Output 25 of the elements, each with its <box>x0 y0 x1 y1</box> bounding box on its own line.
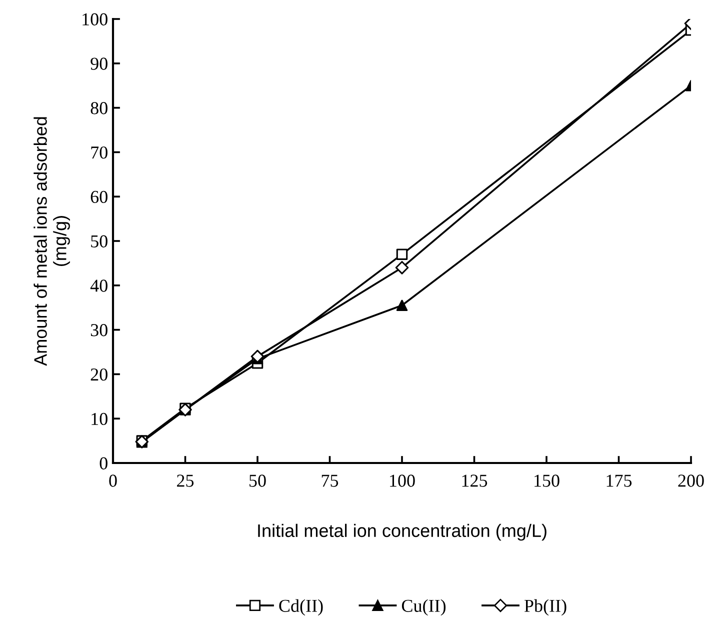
y-tick-label: 20 <box>90 368 108 381</box>
x-tick-label: 25 <box>177 474 194 487</box>
y-tick-label: 0 <box>100 457 108 470</box>
y-tick-label: 60 <box>90 190 108 204</box>
x-tick-label: 50 <box>250 474 266 487</box>
x-tick-label: 200 <box>678 474 704 487</box>
legend-label: Cd(II) <box>279 599 323 616</box>
x-tick-label: 75 <box>322 474 338 487</box>
y-tick-label: 50 <box>91 235 108 248</box>
y-tick-label: 10 <box>92 412 108 426</box>
x-tick-label: 175 <box>606 474 632 487</box>
x-axis-title: Initial metal ion concentration (mg/L) <box>258 524 546 541</box>
y-tick-label: 90 <box>90 58 108 70</box>
y-tick-label: 30 <box>90 324 108 336</box>
y-tick-label: 40 <box>90 280 108 292</box>
x-tick-label: 0 <box>109 474 117 487</box>
x-tick-label: 125 <box>462 474 488 487</box>
legend-label: Pb(II) <box>524 599 566 616</box>
x-tick-label: 150 <box>534 474 560 487</box>
y-tick-label: 70 <box>91 146 108 159</box>
y-tick-label: 100 <box>82 13 108 26</box>
legend-label: Cu(II) <box>402 599 446 616</box>
y-axis-title: Amount of metal ions adsorbed (mg/g) <box>34 117 70 366</box>
x-tick-label: 100 <box>390 474 415 487</box>
y-tick-label: 80 <box>90 102 108 114</box>
